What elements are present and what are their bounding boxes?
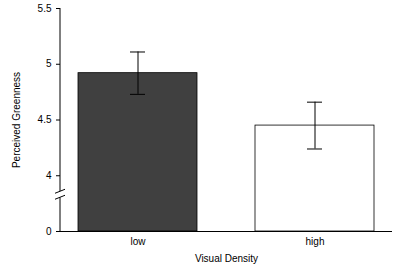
svg-text:low: low — [130, 236, 146, 247]
svg-text:5: 5 — [46, 58, 52, 69]
svg-text:4: 4 — [46, 170, 52, 181]
svg-text:high: high — [306, 236, 325, 247]
svg-text:5.5: 5.5 — [38, 3, 52, 14]
svg-text:0: 0 — [46, 226, 52, 237]
svg-text:Visual Density: Visual Density — [195, 253, 258, 264]
svg-text:Perceived Greenness: Perceived Greenness — [11, 72, 22, 168]
svg-text:4.5: 4.5 — [38, 114, 52, 125]
